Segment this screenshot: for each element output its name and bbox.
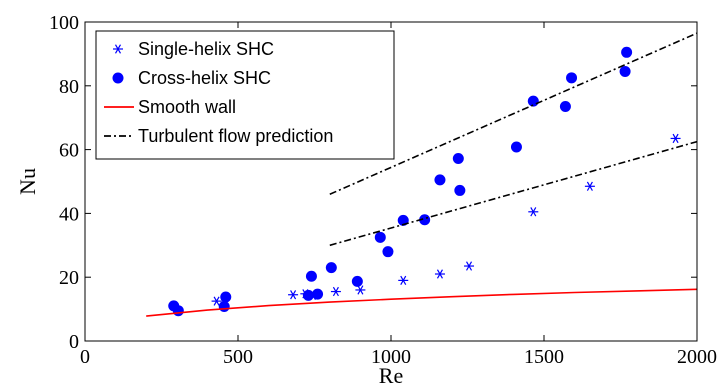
legend-entry: Turbulent flow prediction: [104, 126, 333, 146]
turbulent-prediction-line-2: [329, 140, 697, 247]
legend: Single-helix SHC Cross-helix SHC Smooth wa…: [95, 30, 395, 160]
single-helix-point: [398, 275, 409, 286]
single-helix-point: [355, 285, 366, 295]
cross-helix-point: [434, 174, 446, 186]
x-tick-label: 1000: [371, 346, 411, 368]
cross-helix-point: [312, 288, 324, 300]
y-tick-label: 40: [59, 203, 79, 225]
y-axis-label: Nu: [15, 168, 40, 195]
cross-helix-point: [559, 101, 571, 113]
cross-helix-point: [382, 246, 394, 258]
axes: 0 500 1000 1500 2000 0 20 40 60 80 100 Re Nu: [15, 12, 717, 387]
single-helix-point: [434, 269, 445, 279]
y-tick-label: 80: [59, 76, 79, 98]
smooth-wall-line: [146, 288, 697, 317]
legend-label: Cross-helix SHC: [138, 68, 271, 88]
cross-helix-point: [218, 301, 230, 313]
y-tick-label: 0: [69, 331, 79, 353]
cross-helix-point: [527, 95, 539, 107]
plot-area: [146, 32, 697, 317]
cross-helix-point: [220, 291, 232, 303]
single-helix-point: [288, 290, 299, 300]
cross-helix-point: [305, 270, 317, 282]
legend-circle-marker: [112, 72, 124, 84]
cross-helix-point: [325, 262, 337, 274]
legend-entry: Cross-helix SHC: [112, 68, 271, 88]
turbulent-prediction-line-1: [329, 32, 697, 195]
legend-label: Turbulent flow prediction: [138, 126, 333, 146]
cross-helix-point: [452, 153, 464, 165]
y-tick-label: 60: [59, 140, 79, 162]
cross-helix-point: [454, 184, 466, 196]
single-helix-point: [211, 296, 222, 306]
x-tick-label: 0: [80, 346, 90, 368]
cross-helix-point: [510, 141, 522, 153]
x-tick-label: 2000: [677, 346, 717, 368]
legend-box: [95, 30, 395, 160]
y-tick-label: 20: [59, 267, 79, 289]
cross-helix-point: [351, 275, 363, 287]
x-tick-label: 1500: [524, 346, 564, 368]
cross-helix-point: [302, 289, 314, 301]
legend-entry: Smooth wall: [104, 97, 236, 117]
x-axis-label: Re: [379, 363, 403, 387]
legend-label: Smooth wall: [138, 97, 236, 117]
legend-label: Single-helix SHC: [138, 39, 274, 59]
y-tick-label: 100: [49, 12, 79, 34]
single-helix-point: [464, 261, 475, 271]
legend-asterisk-marker: [113, 44, 123, 54]
legend-entry: Single-helix SHC: [113, 39, 274, 59]
single-helix-point: [584, 181, 595, 191]
cross-helix-point: [566, 72, 578, 84]
single-helix-point: [528, 207, 539, 217]
x-tick-label: 500: [223, 346, 253, 368]
cross-helix-point: [374, 231, 386, 243]
single-helix-point: [330, 286, 341, 297]
cross-helix-point: [621, 46, 633, 58]
cross-helix-point: [619, 65, 631, 77]
single-helix-point: [670, 133, 681, 144]
cross-helix-point: [172, 305, 184, 317]
